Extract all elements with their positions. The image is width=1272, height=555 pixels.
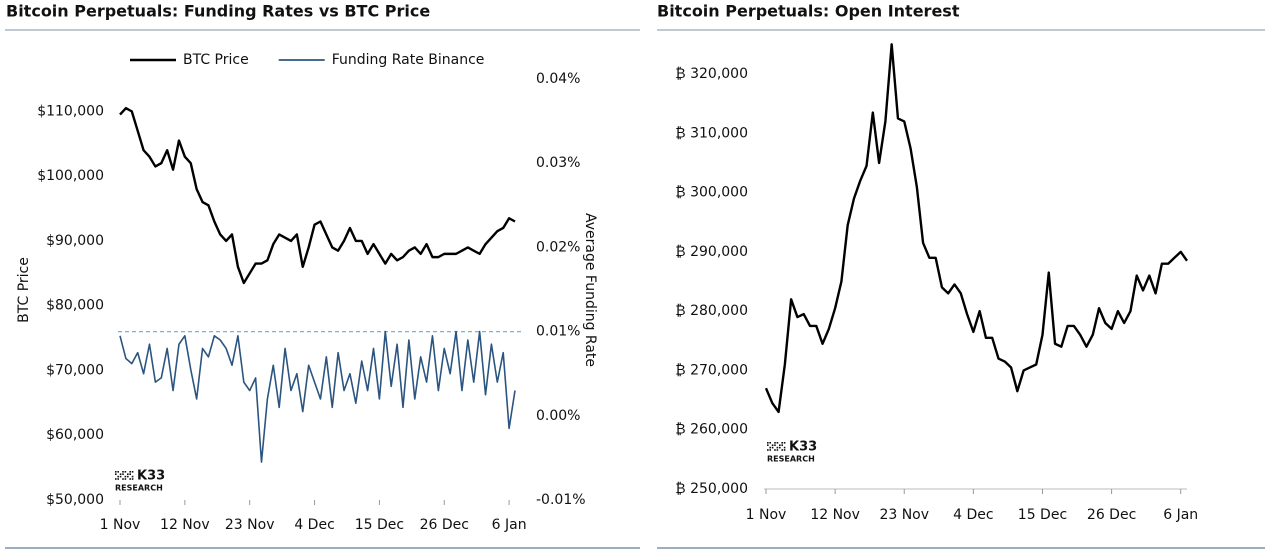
series-line [119, 106, 516, 285]
logo-dot [117, 471, 119, 473]
logo-dot [131, 475, 134, 478]
x-tick-label: 4 Dec [294, 517, 334, 533]
logo-dot [129, 478, 131, 480]
y-tick-label: $50,000 [46, 492, 104, 508]
legend-label: BTC Price [183, 52, 249, 68]
logo-dot [124, 478, 127, 480]
chart-title: Bitcoin Perpetuals: Open Interest [657, 2, 960, 21]
logo-dot [783, 449, 786, 451]
logo-name: K33 [137, 469, 165, 484]
logo-dot [122, 471, 124, 473]
logo-dot [783, 446, 786, 449]
logo-dot [119, 473, 122, 475]
y-tick-label: $80,000 [46, 298, 104, 314]
y-tick-label: $70,000 [46, 362, 104, 378]
chart-title: Bitcoin Perpetuals: Funding Rates vs BTC… [6, 2, 430, 21]
x-tick-label: 4 Dec [953, 507, 993, 523]
logo-dot [781, 442, 783, 444]
y-tick-label: ₿ 310,000 [675, 125, 748, 141]
logo-dot [769, 446, 771, 449]
y-tick-label: ₿ 300,000 [675, 185, 748, 201]
y2-tick-label: 0.02% [536, 239, 580, 255]
x-tick-label: 6 Jan [1163, 507, 1198, 523]
x-tick-label: 23 Nov [225, 517, 275, 533]
x-tick-label: 26 Dec [420, 517, 469, 533]
logo-dot [131, 471, 134, 473]
x-tick-label: 1 Nov [100, 517, 141, 533]
logo-dot [117, 475, 119, 478]
logo-dot [129, 471, 131, 473]
y2-tick-label: 0.03% [536, 155, 580, 171]
y2-tick-label: -0.01% [536, 492, 586, 508]
logo-dot [129, 473, 131, 475]
logo-dot [127, 475, 129, 478]
x-tick-label: 12 Nov [810, 507, 860, 523]
logo-dot [119, 475, 122, 478]
x-tick-label: 15 Dec [1018, 507, 1067, 523]
logo-dot [779, 446, 781, 449]
y-tick-label: $100,000 [37, 168, 104, 184]
logo-dot [774, 444, 776, 446]
logo-dot [769, 449, 771, 451]
logo-dot [115, 478, 117, 480]
y-tick-label: ₿ 280,000 [675, 303, 748, 319]
x-tick-label: 1 Nov [746, 507, 787, 523]
logo-dot [776, 449, 779, 451]
y-tick-label: ₿ 260,000 [675, 422, 748, 438]
logo-dot [781, 449, 783, 451]
x-tick-label: 23 Nov [879, 507, 929, 523]
logo-dot [127, 473, 129, 475]
logo-dot [115, 471, 117, 473]
logo-dot [115, 473, 117, 475]
logo-dot [781, 444, 783, 446]
logo-dot [774, 449, 776, 451]
logo-name: K33 [789, 440, 817, 455]
series-line [119, 330, 516, 463]
logo-sub: RESEARCH [767, 455, 815, 464]
logo-dot [124, 471, 127, 473]
y-tick-label: ₿ 290,000 [675, 244, 748, 260]
y2-tick-label: 0.00% [536, 408, 580, 424]
logo-dot [774, 442, 776, 444]
y-tick-label: ₿ 320,000 [675, 66, 748, 82]
chart-panel: Bitcoin Perpetuals: Open Interest ₿ 250,0… [657, 2, 1265, 549]
y-tick-label: $60,000 [46, 427, 104, 443]
chart-panel: Bitcoin Perpetuals: Funding Rates vs BTC… [5, 2, 640, 549]
logo-dot [776, 446, 779, 449]
logo-dot [771, 444, 774, 446]
logo-dot [131, 478, 134, 480]
logo-dot [769, 442, 771, 444]
logo-dot [767, 442, 769, 444]
logo-dot [122, 478, 124, 480]
logo-dot [783, 442, 786, 444]
logo-dot [124, 475, 127, 478]
logo-dot [771, 446, 774, 449]
y2-axis-title: Average Funding Rate [582, 213, 598, 367]
y2-tick-label: 0.01% [536, 324, 580, 340]
x-tick-label: 12 Nov [160, 517, 210, 533]
x-tick-label: 15 Dec [355, 517, 404, 533]
y-tick-label: $110,000 [37, 103, 104, 119]
legend-label: Funding Rate Binance [332, 52, 485, 68]
y-tick-label: ₿ 270,000 [675, 362, 748, 378]
logo-dot [776, 442, 779, 444]
y-tick-label: ₿ 250,000 [675, 481, 748, 497]
y-axis-title: BTC Price [16, 257, 32, 323]
logo-dot [117, 478, 119, 480]
logo-dot [779, 444, 781, 446]
logo-dot [767, 449, 769, 451]
logo-dot [767, 444, 769, 446]
x-tick-label: 6 Jan [492, 517, 527, 533]
x-tick-label: 26 Dec [1087, 507, 1136, 523]
logo-dot [122, 473, 124, 475]
y-tick-label: $90,000 [46, 233, 104, 249]
y2-tick-label: 0.04% [536, 71, 580, 87]
series-line [764, 43, 1188, 414]
logo-sub: RESEARCH [115, 484, 163, 493]
